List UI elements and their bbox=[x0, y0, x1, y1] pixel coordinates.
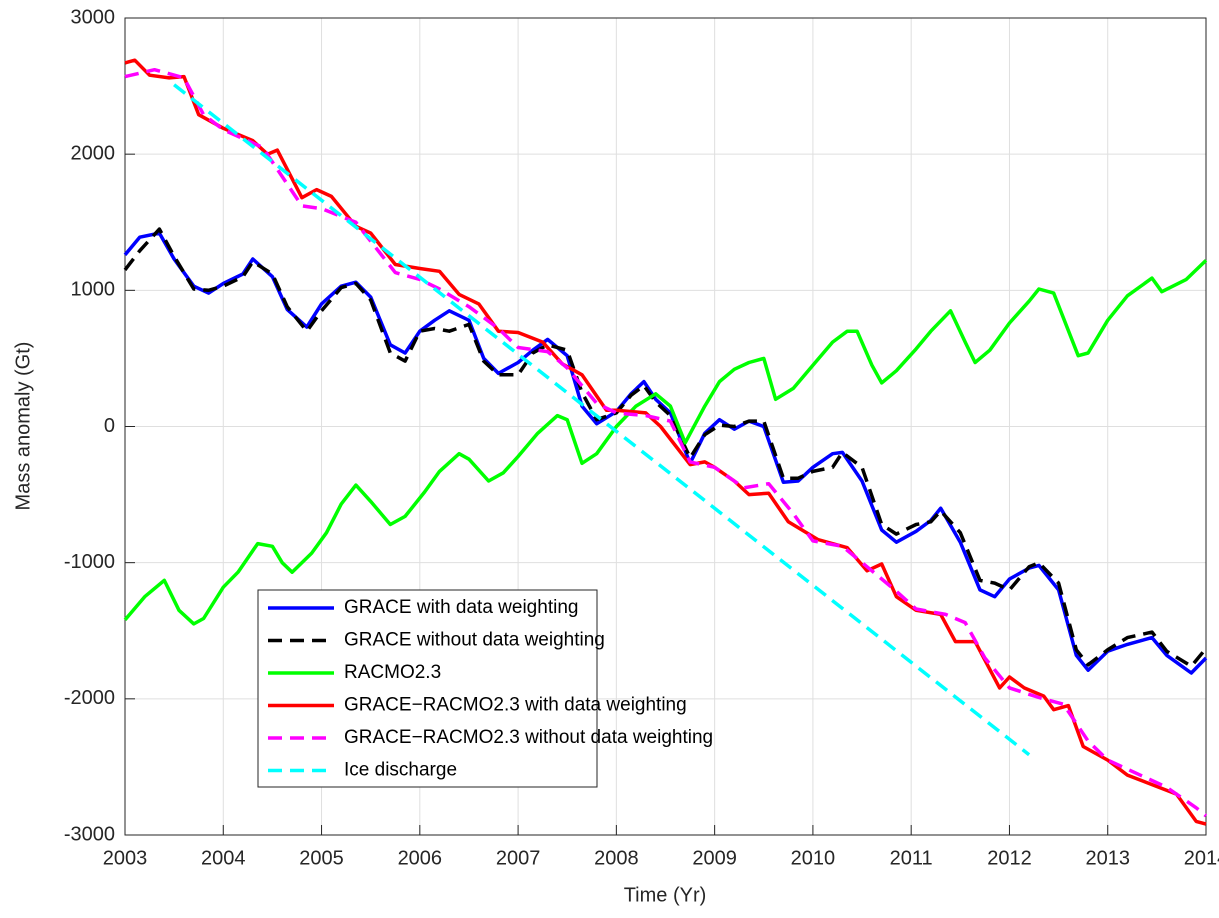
y-tick-label: -2000 bbox=[64, 687, 115, 709]
x-tick-label: 2006 bbox=[398, 847, 443, 869]
legend-text: GRACE−RACMO2.3 without data weighting bbox=[344, 727, 713, 748]
x-tick-label: 2004 bbox=[201, 847, 246, 869]
legend: GRACE with data weighting GRACE without d… bbox=[257, 589, 713, 788]
legend-text: Ice discharge bbox=[344, 760, 457, 781]
legend-box bbox=[257, 589, 598, 788]
x-axis-label: Time (Yr) bbox=[624, 884, 707, 906]
legend-text: RACMO2.3 bbox=[344, 662, 441, 683]
y-tick-label: -3000 bbox=[64, 823, 115, 845]
legend-text: GRACE−RACMO2.3 with data weighting bbox=[344, 695, 687, 716]
legend-text: GRACE without data weighting bbox=[344, 630, 605, 651]
line-series bbox=[123, 231, 1208, 675]
x-tick-label: 2008 bbox=[594, 847, 639, 869]
y-tick-label: 3000 bbox=[71, 6, 116, 28]
plot-frame bbox=[124, 17, 1207, 836]
x-tick-label: 2003 bbox=[103, 847, 148, 869]
line-series bbox=[123, 259, 1208, 626]
y-tick-label: -1000 bbox=[64, 551, 115, 573]
x-tick-label: 2005 bbox=[299, 847, 344, 869]
x-tick-label: 2007 bbox=[496, 847, 541, 869]
x-tick-label: 2012 bbox=[987, 847, 1032, 869]
line-series bbox=[124, 67, 1208, 818]
y-tick-label: 0 bbox=[104, 415, 115, 437]
y-axis-label: Mass anomaly (Gt) bbox=[12, 342, 34, 511]
x-tick-label: 2010 bbox=[791, 847, 836, 869]
legend-text: GRACE with data weighting bbox=[344, 597, 578, 618]
x-tick-label: 2011 bbox=[890, 847, 933, 869]
x-tick-label: 2009 bbox=[692, 847, 737, 869]
y-tick-label: 2000 bbox=[71, 142, 116, 164]
y-tick-label: 1000 bbox=[71, 279, 116, 301]
line-series bbox=[173, 83, 1031, 757]
x-tick-label: 2014 bbox=[1184, 847, 1219, 869]
x-tick-label: 2013 bbox=[1085, 847, 1130, 869]
